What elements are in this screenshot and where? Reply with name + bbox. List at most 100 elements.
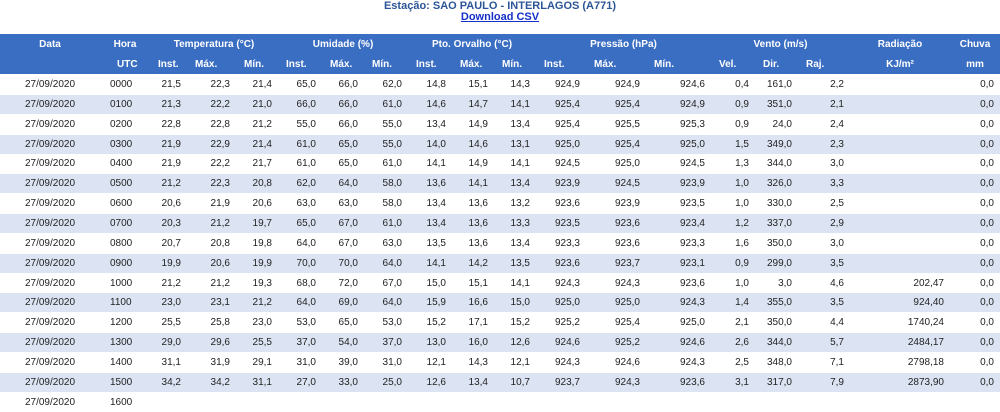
cell: 64,0 [338,178,358,190]
cell: 67,0 [338,217,358,229]
cell: 13,4 [468,376,488,388]
cell: 923,9 [554,178,580,190]
cell: 923,1 [679,257,705,269]
cell: 3,1 [735,376,749,388]
cell: 924,5 [554,158,580,170]
data-row: 27/09/2020 1300 29,0 29,6 25,5 37,0 54,0 37,0 13… [0,333,1000,353]
cell: 924,40 [913,297,944,309]
cell: 25,5 [252,337,272,349]
data-row: 27/09/2020 0300 21,9 22,9 21,4 61,0 65,0 55,0 14… [0,134,1000,154]
cell: 925,4 [554,98,580,110]
cell: 12,6 [426,376,446,388]
cell: 4,6 [830,277,844,289]
cell: 13,6 [468,237,488,249]
cell: 1,6 [735,237,749,249]
cell: 10,7 [510,376,530,388]
cell: 924,9 [614,79,640,90]
cell: 27/09/2020 [24,237,76,249]
cell: 2,2 [830,79,844,90]
cell: 12,1 [510,356,530,368]
cell: 3,0 [830,237,844,249]
cell: 64,0 [296,237,316,249]
cell: 2798,18 [907,356,944,368]
cell: 61,0 [296,138,316,150]
cell: 22,3 [210,178,230,190]
cell: 14,1 [510,98,530,110]
cell: 0,0 [980,198,994,210]
data-row: 27/09/2020 0900 19,9 20,6 19,9 70,0 70,0 64,0 14… [0,253,1000,273]
cell: 27/09/2020 [24,79,76,90]
cell: 0800 [110,237,133,249]
cell: 924,3 [679,356,705,368]
cell: 27/09/2020 [24,396,76,408]
sub-header: Inst. [416,59,437,70]
data-row: 27/09/2020 0200 22,8 22,8 21,2 55,0 66,0 55,0 13… [0,115,1000,134]
cell: 53,0 [382,317,402,329]
cell: 925,0 [679,317,705,329]
cell: 21,2 [252,297,272,309]
cell: 924,6 [614,356,640,368]
sub-header: Vel. [719,59,737,70]
cell: 21,9 [161,138,181,150]
cell: 27/09/2020 [24,118,76,130]
cell: 2873,90 [907,376,944,388]
cell: 29,6 [210,337,230,349]
cell: 1200 [110,317,133,329]
cell: 1,5 [735,138,749,150]
sub-header: mm [966,59,984,70]
download-csv-link[interactable]: Download CSV [460,11,540,23]
cell: 23,0 [252,317,272,329]
cell: 13,2 [510,198,530,210]
cell: 54,0 [338,337,358,349]
cell: 1740,24 [907,317,944,329]
cell: 924,3 [614,277,640,289]
cell: 1400 [110,356,133,368]
cell: 13,4 [510,237,530,249]
cell: 13,3 [510,217,530,229]
cell: 2,6 [735,337,749,349]
cell: 925,3 [679,118,705,130]
cell: 65,0 [338,158,358,170]
cell: 161,0 [766,79,792,90]
cell: 2,4 [830,118,844,130]
cell: 924,6 [679,79,705,90]
group-header: Chuva [959,39,991,50]
cell: 20,6 [161,198,181,210]
sub-header: Dir. [763,59,780,70]
cell: 20,6 [252,198,272,210]
sub-header: UTC [117,59,138,70]
cell: 7,9 [830,376,844,388]
cell: 14,9 [468,158,488,170]
cell: 2,1 [735,317,749,329]
cell: 923,6 [679,376,705,388]
cell: 70,0 [296,257,316,269]
cell: 22,8 [210,118,230,130]
data-row: 27/09/2020 0100 21,3 22,2 21,0 66,0 66,0 61,0 14… [0,94,1000,114]
cell: 67,0 [382,277,402,289]
cell: 15,0 [510,297,530,309]
cell: 27/09/2020 [24,257,76,269]
cell: 27/09/2020 [24,376,76,388]
cell: 21,2 [252,118,272,130]
data-row: 27/09/2020 0800 20,7 20,8 19,8 64,0 67,0 63,0 13… [0,234,1000,253]
cell: 1500 [110,376,133,388]
group-header: Radiação [877,39,923,50]
cell: 53,0 [296,317,316,329]
cell: 923,9 [679,178,705,190]
cell: 19,7 [252,217,272,229]
cell: 25,0 [382,376,402,388]
cell: 3,5 [830,257,844,269]
cell: 23,0 [161,297,181,309]
cell: 34,2 [210,376,230,388]
sub-header: Máx. [330,59,353,70]
cell: 58,0 [382,178,402,190]
cell: 2,1 [830,98,844,110]
cell: 0,4 [735,79,749,90]
cell: 55,0 [296,118,316,130]
cell: 0,0 [980,79,994,90]
sub-header: Raj. [806,59,825,70]
cell: 344,0 [766,158,792,170]
cell: 15,1 [468,277,488,289]
cell: 923,6 [554,257,580,269]
cell: 64,0 [382,257,402,269]
